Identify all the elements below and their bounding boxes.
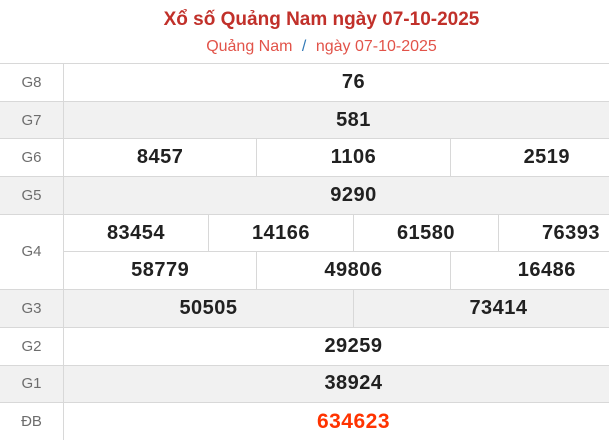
prize-number-group: 76 <box>64 64 609 101</box>
prize-number: 50505 <box>179 296 238 319</box>
prize-number: 1106 <box>256 139 449 177</box>
prize-number-group: 29259 <box>64 328 609 365</box>
prize-row: G6 8457 1106 2519 <box>0 138 609 177</box>
prize-number: 14166 <box>208 214 353 252</box>
breadcrumb-region-link[interactable]: Quảng Nam <box>206 38 293 55</box>
page-title: Xổ số Quảng Nam ngày 07-10-2025 <box>163 9 480 30</box>
prize-label: G2 <box>0 327 64 365</box>
prize-number-group: 83454 14166 61580 76393 <box>64 214 609 252</box>
prize-number: 634623 <box>316 409 391 433</box>
prize-number: 2519 <box>449 139 609 177</box>
breadcrumb-separator: / <box>301 38 307 55</box>
prize-row: ĐB 634623 <box>0 402 609 440</box>
prize-number: 9290 <box>330 183 377 206</box>
prize-label: G3 <box>0 290 64 327</box>
prize-number-group: 50505 73414 <box>64 290 609 327</box>
prize-number-groups: 50505 73414 <box>64 290 609 327</box>
prize-number: 581 <box>336 108 371 131</box>
prize-number: 73414 <box>353 290 609 327</box>
prize-label: G5 <box>0 177 64 214</box>
prize-number-group: 634623 <box>64 403 609 440</box>
prize-number: 8457 <box>136 146 184 169</box>
prize-number: 58779 <box>131 259 190 282</box>
prize-number: 61580 <box>353 214 498 252</box>
prize-number-groups: 8457 1106 2519 <box>64 139 609 177</box>
prize-number-groups: 83454 14166 61580 76393 58779 49806 16486 <box>64 214 609 290</box>
prize-row: G8 76 <box>0 64 609 101</box>
prize-number: 38924 <box>324 372 383 395</box>
prize-number-groups: 9290 <box>64 177 609 214</box>
prize-number-groups: 581 <box>64 102 609 139</box>
prize-number: 49806 <box>256 252 449 290</box>
page-header: Xổ số Quảng Nam ngày 07-10-2025 Quảng Na… <box>0 0 609 63</box>
prize-number-group: 38924 <box>64 366 609 403</box>
prize-number: 76393 <box>498 214 609 252</box>
prize-number-group: 8457 1106 2519 <box>64 139 609 177</box>
prize-label: G4 <box>0 214 64 290</box>
prize-row: G7 581 <box>0 100 609 139</box>
prize-number: 83454 <box>106 221 166 244</box>
prize-label: G6 <box>0 139 64 177</box>
prize-label: G8 <box>0 64 64 101</box>
prize-number-group: 9290 <box>64 177 609 214</box>
prize-number: 29259 <box>324 334 383 357</box>
prize-label: G1 <box>0 365 64 403</box>
prize-number-groups: 38924 <box>64 366 609 403</box>
results-table: G8 76 G7 581 G6 8457 1106 2519 G5 9290 G4 83454 1416… <box>0 63 609 440</box>
prize-label: ĐB <box>0 403 64 440</box>
breadcrumb: Quảng Nam / ngày 07-10-2025 <box>0 37 609 57</box>
prize-row: G4 83454 14166 61580 76393 58779 49806 16486 <box>0 213 609 290</box>
prize-number-groups: 76 <box>64 64 609 101</box>
prize-row: G3 50505 73414 <box>0 289 609 327</box>
prize-row: G1 38924 <box>0 364 609 403</box>
prize-number-group: 581 <box>64 102 609 139</box>
prize-row: G2 29259 <box>0 326 609 365</box>
prize-label: G7 <box>0 101 64 139</box>
breadcrumb-date-link[interactable]: ngày 07-10-2025 <box>315 38 437 55</box>
prize-number-group: 58779 49806 16486 <box>64 251 609 290</box>
prize-number-groups: 634623 <box>64 403 609 440</box>
prize-number: 16486 <box>449 252 609 290</box>
prize-row: G5 9290 <box>0 176 609 214</box>
prize-number: 76 <box>341 70 366 93</box>
prize-number-groups: 29259 <box>64 328 609 365</box>
